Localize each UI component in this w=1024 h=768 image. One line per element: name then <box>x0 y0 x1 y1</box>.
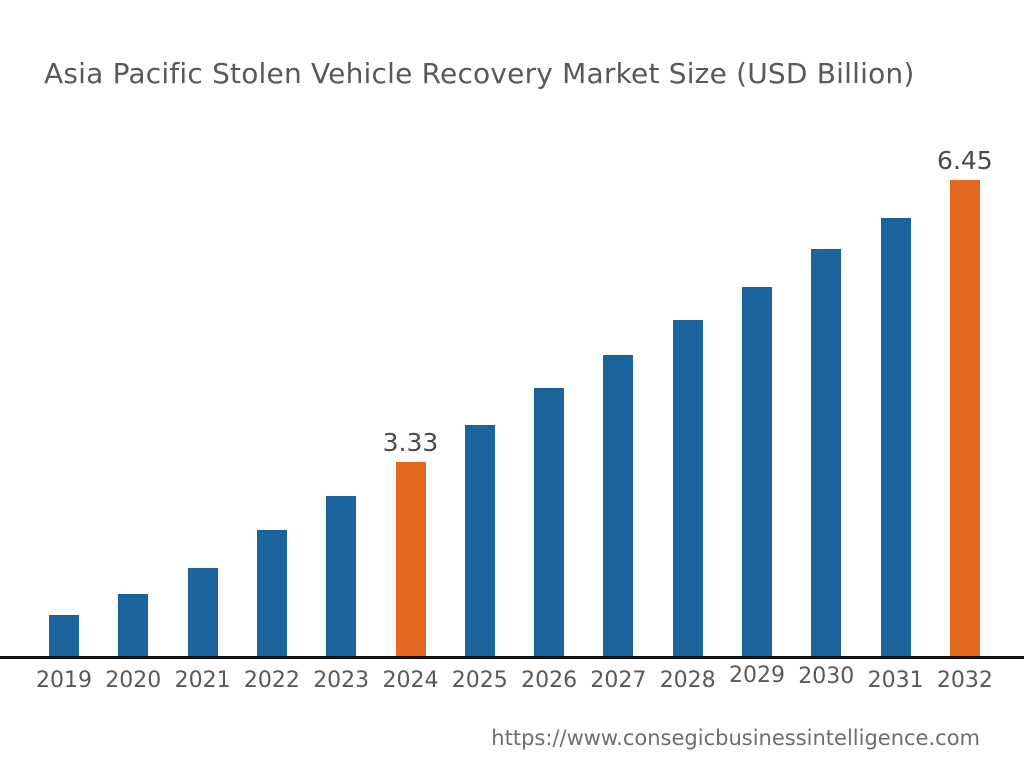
bar-2020 <box>118 594 149 657</box>
bar-2025 <box>464 425 495 657</box>
x-tick-2026: 2026 <box>521 668 578 693</box>
x-tick-2028: 2028 <box>659 668 716 693</box>
bar-2026 <box>534 388 565 657</box>
data-label-2024: 3.33 <box>382 428 439 457</box>
data-label-2032: 6.45 <box>937 146 993 175</box>
bar-2029 <box>742 287 772 657</box>
x-tick-2023: 2023 <box>313 668 370 693</box>
bar-2022 <box>256 530 287 657</box>
x-tick-2024: 2024 <box>382 668 439 693</box>
bar-2024 <box>395 462 426 657</box>
bar-2027 <box>603 355 634 657</box>
bar-2019 <box>49 615 79 657</box>
x-tick-2027: 2027 <box>590 668 647 693</box>
x-tick-2022: 2022 <box>243 668 300 693</box>
x-tick-2032: 2032 <box>936 668 993 693</box>
bar-2021 <box>187 568 218 657</box>
chart-title: Asia Pacific Stolen Vehicle Recovery Mar… <box>44 57 915 90</box>
x-tick-2019: 2019 <box>36 668 92 693</box>
bar-2030 <box>811 249 842 657</box>
x-tick-2020: 2020 <box>105 668 162 693</box>
x-tick-2031: 2031 <box>867 668 924 693</box>
x-tick-2030: 2030 <box>798 664 855 689</box>
bar-2023 <box>326 496 357 657</box>
x-tick-2025: 2025 <box>451 668 508 693</box>
bar-2031 <box>880 218 911 657</box>
bar-2028 <box>672 320 703 657</box>
bar-2032 <box>949 180 980 657</box>
x-axis-line <box>0 656 1024 659</box>
source-url: https://www.consegicbusinessintelligence… <box>491 726 980 750</box>
x-tick-2021: 2021 <box>174 668 231 693</box>
x-tick-2029: 2029 <box>729 663 785 688</box>
